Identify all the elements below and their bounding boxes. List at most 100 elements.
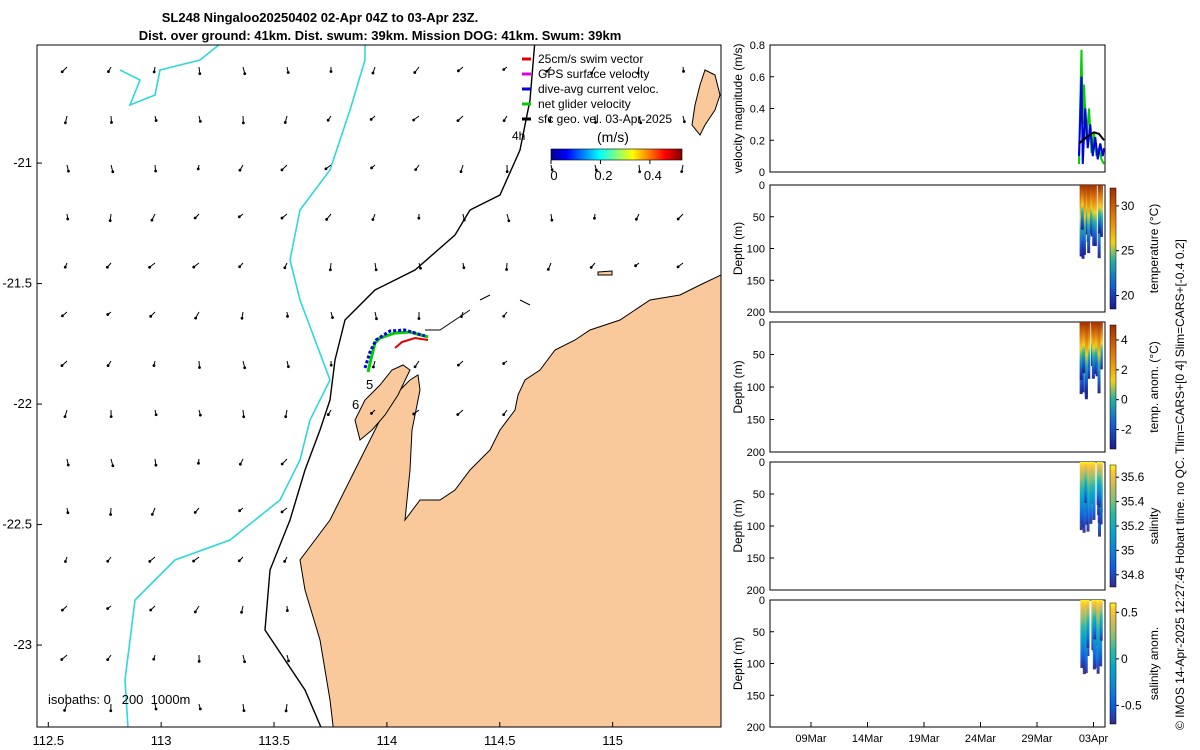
colorbar-tick-label: 4 xyxy=(1121,333,1128,347)
map-panel: 5 6 112.5 113 113.5 114 114.5 115 -21 -21.5 -22… xyxy=(2,44,722,748)
current-vector-head xyxy=(198,707,202,711)
current-vector-head xyxy=(369,118,373,121)
current-vector-head xyxy=(326,413,330,416)
y-tick-label: -21.5 xyxy=(2,276,32,291)
current-vector-head xyxy=(280,510,284,514)
series-line xyxy=(1078,76,1105,165)
y-tick-label: 100 xyxy=(747,521,765,533)
current-vector-head xyxy=(456,119,460,123)
profile-panel: 0 50 100 150 200 Depth (m) 34.8 35 35.2 35.4 35.6 s… xyxy=(731,457,1161,597)
current-vector-head xyxy=(67,169,70,173)
colorbar-tick-label: 0 xyxy=(1121,652,1128,666)
current-vector-head xyxy=(502,314,506,318)
time-tick-label: 03Apr xyxy=(1079,733,1109,745)
profile-cast xyxy=(1087,185,1091,254)
y-tick-label: 0 xyxy=(759,317,765,329)
y-tick-label: 0 xyxy=(759,180,765,192)
current-vector-head xyxy=(285,609,289,613)
current-vector-head xyxy=(109,415,113,419)
colorbar-tick-label: 35.6 xyxy=(1121,470,1145,484)
track-day-label: 5 xyxy=(366,377,373,392)
profile-panel: 0 50 100 150 200 Depth (m) 20 25 30 temperature (… xyxy=(731,180,1161,319)
current-vector-head xyxy=(682,69,685,73)
current-vector-head xyxy=(286,314,289,318)
profile-cast xyxy=(1083,600,1087,670)
current-vector-head xyxy=(66,511,70,515)
series-line xyxy=(1078,131,1105,145)
profile-panel-frame xyxy=(769,184,1106,313)
current-vector-head xyxy=(414,168,418,172)
current-vector-head xyxy=(198,119,202,123)
current-vector-head xyxy=(590,71,594,75)
y-tick-label: 100 xyxy=(747,382,765,394)
current-vector-head xyxy=(550,168,554,172)
current-vector-head xyxy=(63,709,66,712)
current-vector-head xyxy=(682,120,686,124)
y-tick-label: 100 xyxy=(747,659,765,671)
y-tick-label: 50 xyxy=(753,212,765,224)
current-vector-head xyxy=(64,560,67,563)
profile-cast xyxy=(1079,322,1083,380)
land-island xyxy=(691,69,721,136)
current-vector-head xyxy=(413,71,417,74)
current-vector-head xyxy=(325,218,329,221)
time-tick-label: 24Mar xyxy=(965,733,997,745)
current-vector-head xyxy=(370,166,374,170)
current-vector-head xyxy=(106,607,110,610)
y-tick-label: 150 xyxy=(747,415,765,427)
colorbar-tick-label: 0.4 xyxy=(644,168,662,183)
current-vector-head xyxy=(237,215,241,219)
current-vector-head xyxy=(286,71,290,74)
land-islet xyxy=(597,270,613,276)
colorbar-label: temp. anom. (°C) xyxy=(1147,341,1161,433)
current-vector-head xyxy=(545,69,549,73)
current-vector-head xyxy=(329,363,333,367)
current-vector-head xyxy=(502,413,506,417)
current-vector-head xyxy=(106,658,110,662)
current-vector-head xyxy=(110,121,113,124)
current-vector-head xyxy=(589,265,593,269)
current-vector-head xyxy=(548,119,552,122)
time-tick-label: 19Mar xyxy=(908,733,940,745)
profile-cast xyxy=(1083,462,1087,503)
current-vector-head xyxy=(280,462,284,466)
profile-cast xyxy=(1081,462,1085,528)
current-vector-head xyxy=(460,315,463,318)
colorbar-tick-label: 0 xyxy=(1121,393,1128,407)
current-vector-head xyxy=(280,168,284,172)
current-vectors xyxy=(60,66,686,713)
y-tick-label: 50 xyxy=(753,627,765,639)
colorbar-label: salinity anom. xyxy=(1147,627,1161,700)
colorbar-tick-label: 25 xyxy=(1121,244,1135,258)
current-vector-head xyxy=(459,170,463,174)
profile-cast xyxy=(1095,322,1099,377)
x-tick-label: 112.5 xyxy=(32,733,64,748)
colorbar xyxy=(1109,187,1117,310)
colorbar-tick-label: -2 xyxy=(1121,423,1132,437)
current-vector-head xyxy=(197,659,201,663)
profile-cast xyxy=(1092,462,1096,520)
colorbar-tick-label: 0 xyxy=(550,168,557,183)
current-vector-head xyxy=(111,464,115,468)
time-axis: 09Mar 14Mar 19Mar 24Mar 29Mar 03Apr xyxy=(795,722,1109,745)
current-vector-head xyxy=(148,559,152,563)
legend-time-label: 4h xyxy=(512,129,525,143)
current-vector-head xyxy=(546,267,550,271)
map-y-axis: -21 -21.5 -22 -22.5 -23 xyxy=(2,155,42,652)
y-tick-label: 0 xyxy=(759,167,765,179)
current-vector-head xyxy=(60,658,64,661)
legend-label: dive-avg current veloc. xyxy=(538,82,659,96)
current-vector-head xyxy=(462,266,466,270)
map-frame xyxy=(36,44,722,728)
current-vector-head xyxy=(61,314,64,318)
current-vector-head xyxy=(198,413,202,417)
colorbar-tick-label: 34.8 xyxy=(1121,568,1145,582)
colorbar-tick-label: 20 xyxy=(1121,289,1135,303)
current-vector-head xyxy=(109,513,112,516)
current-vector-head xyxy=(154,119,158,122)
current-vector-head xyxy=(240,316,244,320)
current-vector-head xyxy=(371,365,375,369)
current-vector-head xyxy=(284,709,288,713)
colorbar-ticks: 0 0.2 0.4 xyxy=(550,160,662,183)
profile-cast xyxy=(1099,185,1103,237)
